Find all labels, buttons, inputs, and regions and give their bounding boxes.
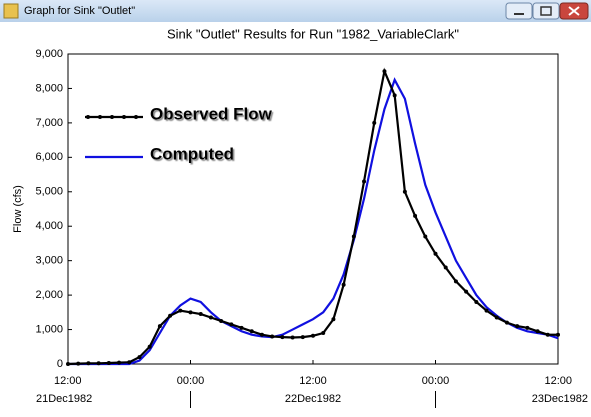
- series-marker: [259, 332, 264, 337]
- series-marker: [188, 310, 193, 315]
- legend-marker: [98, 115, 102, 119]
- series-marker: [168, 313, 173, 318]
- series-marker: [321, 331, 326, 335]
- legend-label: Computed: [150, 144, 234, 163]
- y-tick-label: 1,000: [35, 323, 63, 335]
- legend-marker: [122, 115, 126, 119]
- plot-area: [67, 53, 559, 365]
- y-tick-label: 7,000: [35, 117, 63, 129]
- series-marker: [423, 234, 428, 239]
- y-tick-label: 0: [57, 358, 63, 370]
- y-axis-label: Flow (cfs): [12, 185, 24, 233]
- series-marker: [219, 318, 224, 323]
- series-marker: [494, 315, 499, 320]
- series-marker: [545, 332, 550, 337]
- series-marker: [137, 355, 142, 360]
- y-tick-label: 3,000: [35, 255, 63, 267]
- series-marker: [127, 360, 132, 365]
- y-tick-label: 8,000: [35, 82, 63, 94]
- series-marker: [341, 282, 346, 287]
- y-tick-label: 6,000: [35, 151, 63, 163]
- legend-marker: [110, 115, 114, 119]
- y-tick-label: 9,000: [35, 48, 63, 60]
- minimize-button[interactable]: [505, 2, 533, 20]
- series-marker: [453, 279, 458, 284]
- series-marker: [157, 324, 162, 329]
- series-marker: [556, 332, 560, 337]
- series-marker: [351, 234, 356, 239]
- series-marker: [280, 335, 285, 340]
- series-marker: [433, 251, 438, 256]
- series-marker: [474, 300, 479, 304]
- x-tick-label: 12:00: [544, 375, 572, 387]
- x-tick-label: 00:00: [422, 375, 450, 387]
- legend-marker: [134, 115, 138, 119]
- series-marker: [484, 308, 489, 313]
- series-marker: [413, 213, 418, 218]
- series-marker: [311, 333, 315, 338]
- series-marker: [96, 361, 101, 366]
- maximize-button[interactable]: [532, 2, 560, 20]
- date-label: 23Dec1982: [532, 393, 588, 405]
- series-marker: [535, 329, 540, 334]
- date-label: 22Dec1982: [285, 393, 341, 405]
- series-line: [68, 77, 559, 366]
- series-marker: [525, 325, 530, 330]
- x-tick-label: 12:00: [54, 375, 82, 387]
- series-marker: [290, 335, 295, 340]
- series-marker: [76, 361, 81, 366]
- series-marker: [372, 120, 377, 125]
- series-marker: [198, 312, 203, 317]
- series-marker: [117, 360, 122, 365]
- series-marker: [86, 361, 91, 366]
- series-marker: [178, 308, 183, 313]
- series-marker: [249, 329, 254, 334]
- maximize-glyph: [540, 6, 552, 16]
- date-label: 21Dec1982: [36, 393, 92, 405]
- series-marker: [362, 179, 367, 184]
- legend-label: Observed Flow: [150, 104, 273, 123]
- series-marker: [515, 324, 520, 329]
- title-bar: [0, 0, 591, 22]
- series-marker: [464, 289, 469, 294]
- y-tick-label: 4,000: [35, 220, 63, 232]
- x-tick-label: 12:00: [299, 375, 327, 387]
- series-marker: [270, 334, 275, 339]
- y-tick-label: 5,000: [35, 186, 63, 198]
- series-marker: [402, 189, 407, 194]
- series-marker: [229, 322, 234, 327]
- legend-marker: [86, 115, 90, 119]
- series-marker: [392, 93, 397, 98]
- series-marker: [382, 69, 387, 74]
- series-marker: [147, 344, 152, 349]
- y-tick-label: 2,000: [35, 289, 63, 301]
- series-marker: [300, 335, 305, 340]
- series-marker: [66, 362, 70, 366]
- chart-title: Sink "Outlet" Results for Run "1982_Vari…: [167, 26, 459, 41]
- window-title: Graph for Sink "Outlet": [24, 5, 135, 17]
- window-icon: [3, 3, 19, 19]
- close-glyph: [568, 6, 580, 16]
- series-marker: [208, 315, 213, 320]
- series-marker: [443, 265, 448, 270]
- series-marker: [504, 320, 509, 325]
- x-tick-label: 00:00: [177, 375, 205, 387]
- series-marker: [239, 325, 244, 330]
- series-marker: [331, 317, 336, 322]
- series-marker: [106, 360, 111, 365]
